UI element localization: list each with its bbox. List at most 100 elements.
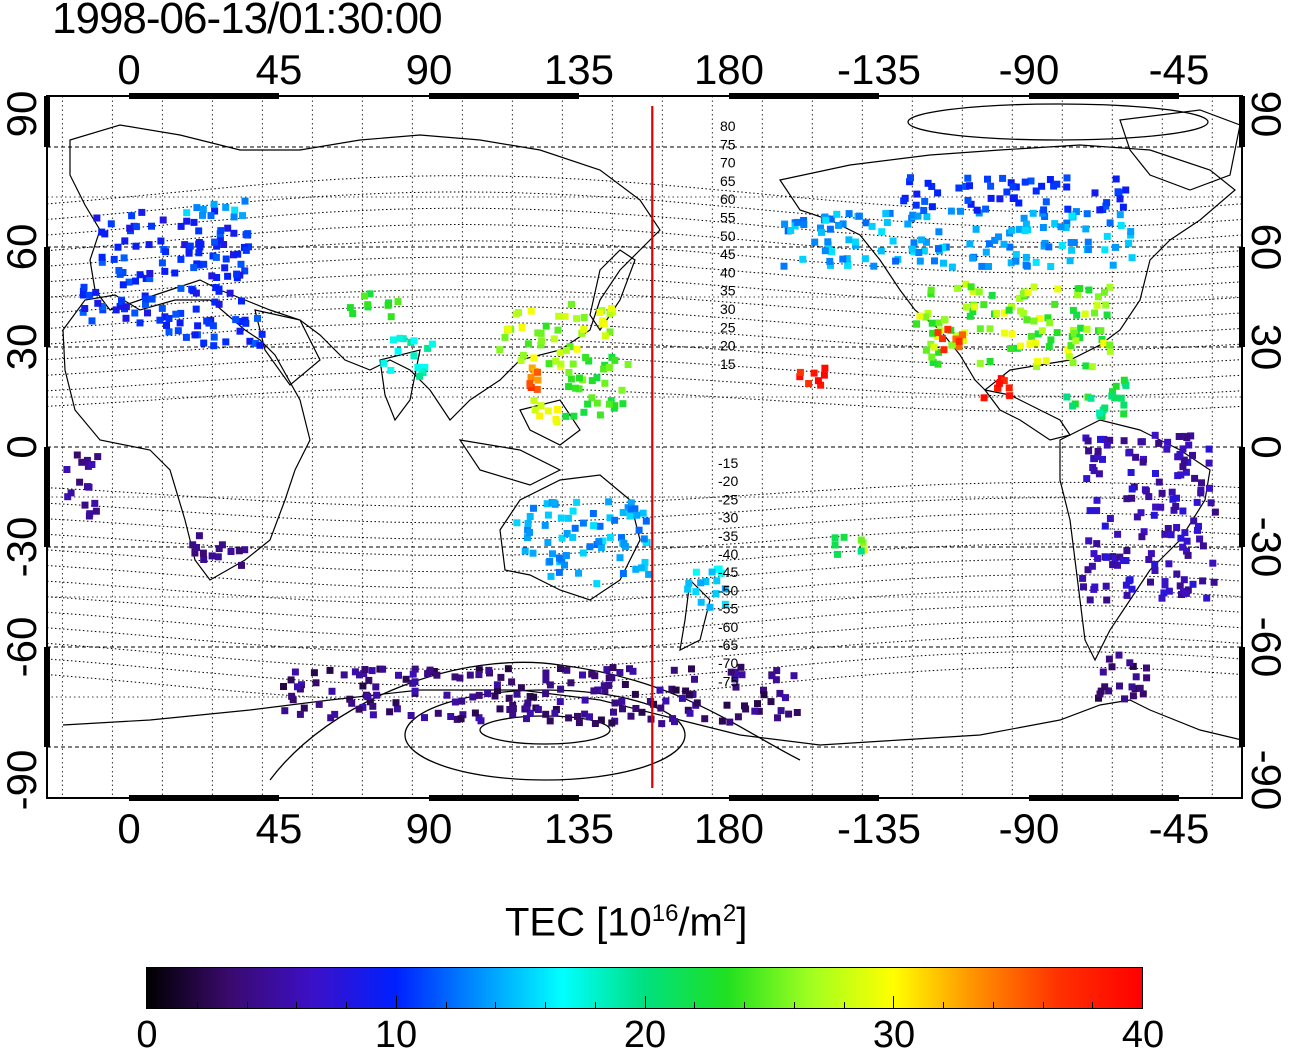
tec-pixel [177, 255, 185, 263]
tec-pixel [1000, 329, 1008, 337]
tec-pixel [407, 712, 415, 719]
tec-pixel [1163, 445, 1171, 453]
tec-pixel [1084, 238, 1092, 246]
tec-pixel [1136, 684, 1144, 692]
tec-pixel [542, 690, 550, 697]
tec-pixel [1017, 342, 1024, 350]
tec-pixel [987, 182, 995, 190]
tec-pixel [554, 326, 562, 334]
lat-tick-right: 60 [1243, 224, 1290, 271]
tec-pixel [588, 670, 596, 678]
mlat-label: -50 [718, 582, 738, 598]
tec-pixel [1189, 580, 1197, 588]
tec-pixel [234, 250, 242, 258]
tec-pixel [349, 310, 357, 317]
coastline [779, 144, 1236, 391]
lat-tick-right: 0 [1243, 435, 1290, 458]
tec-pixel [1006, 243, 1014, 251]
tec-pixel [1080, 583, 1087, 591]
tec-pixel [582, 354, 590, 361]
tec-pixel [672, 686, 680, 694]
tec-pixel [821, 364, 829, 372]
tec-pixel [372, 683, 380, 691]
tec-pixel [835, 221, 843, 229]
tec-pixel [411, 665, 419, 673]
tec-pixel [94, 299, 102, 307]
tec-pixel [1023, 316, 1031, 324]
coastline [69, 124, 661, 421]
tec-pixel [361, 666, 369, 673]
lon-tick-bottom: -45 [1149, 805, 1210, 852]
tec-pixel [1103, 596, 1111, 604]
tec-pixel [196, 243, 204, 251]
tec-pixel [136, 319, 144, 327]
tec-pixel [544, 511, 552, 519]
tec-pixel [1109, 388, 1116, 396]
tec-pixel [608, 719, 616, 727]
tec-pixel [561, 561, 568, 569]
tec-pixel [1090, 585, 1098, 593]
tec-pixel [605, 364, 613, 371]
tec-pixel [1169, 495, 1177, 503]
tec-pixel [618, 697, 626, 705]
tec-pixel [1073, 311, 1081, 319]
tec-pixel [192, 289, 200, 297]
mlat-contour [47, 604, 1242, 638]
tec-pixel [883, 219, 891, 226]
tec-pixel [161, 313, 169, 321]
tec-pixel [944, 325, 952, 333]
tec-pixel [421, 714, 428, 722]
colorbar-tick [545, 1002, 546, 1008]
tec-pixel [1102, 301, 1110, 309]
colorbar [146, 967, 1143, 1009]
tec-pixel [1145, 493, 1153, 501]
tec-pixel [565, 369, 573, 376]
tec-pixel [222, 203, 230, 211]
frame-tick-bar [44, 247, 50, 347]
tec-pixel [940, 346, 948, 354]
tec-pixel [562, 346, 570, 354]
colorbar-tick [644, 996, 646, 1008]
tec-pixel [986, 325, 994, 333]
tec-pixel [359, 682, 367, 690]
tec-pixel [126, 224, 134, 232]
tec-pixel [555, 312, 563, 320]
tec-pixel [534, 368, 541, 376]
tec-pixel [1015, 225, 1023, 233]
tec-pixel [868, 222, 876, 230]
tec-pixel [136, 271, 144, 279]
tec-pixel [573, 315, 581, 323]
tec-pixel [534, 329, 542, 337]
tec-pixel [78, 458, 86, 466]
tec-pixel [900, 197, 908, 205]
tec-pixel [796, 368, 804, 376]
tec-pixel [834, 550, 841, 558]
tec-pixel [1064, 346, 1072, 354]
lon-tick-top: -135 [837, 46, 921, 93]
tec-pixel [921, 197, 929, 205]
tec-pixel [509, 710, 517, 718]
tec-pixel [312, 679, 320, 687]
colorbar-tick [893, 996, 895, 1008]
tec-pixel [484, 690, 492, 698]
tec-pixel [524, 699, 532, 707]
tec-pixel [692, 588, 700, 596]
tec-pixel [1076, 285, 1084, 292]
tec-pixel [904, 220, 912, 228]
tec-pixel [923, 213, 931, 221]
tec-pixel [565, 383, 573, 391]
tec-pixel [557, 514, 565, 522]
tec-pixel [606, 309, 614, 317]
tec-pixel [1106, 341, 1114, 349]
lon-tick-bottom: -90 [999, 805, 1060, 852]
tec-pixel [1081, 310, 1089, 318]
tec-pixel [994, 384, 1002, 392]
tec-pixel [1042, 357, 1050, 365]
tec-pixel [157, 237, 165, 245]
tec-pixel [177, 284, 185, 292]
tec-pixel [1053, 329, 1061, 337]
tec-pixel [387, 366, 395, 374]
tec-pixel [914, 212, 922, 220]
lat-tick-left: 30 [0, 324, 45, 371]
tec-pixel [1042, 198, 1050, 206]
